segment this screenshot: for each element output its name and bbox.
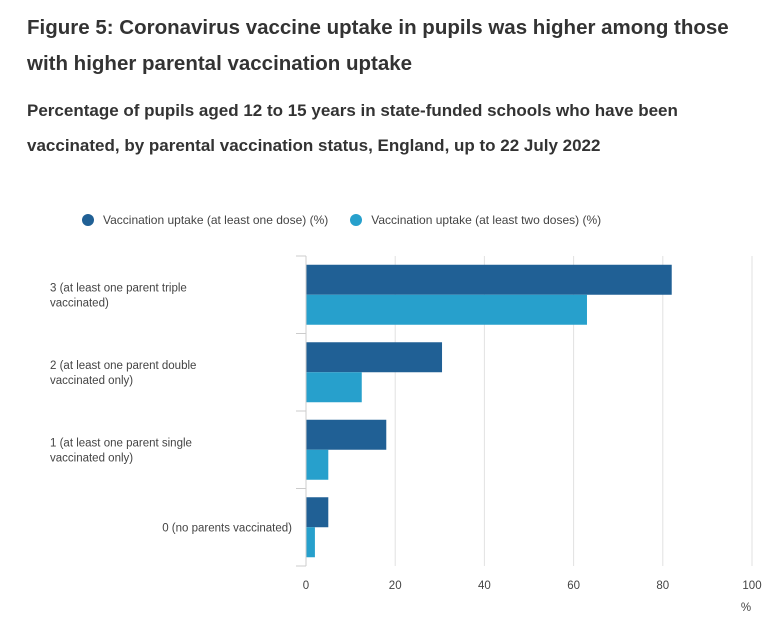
legend-item-two-doses: Vaccination uptake (at least two doses) … [350,213,601,227]
x-tick-label-20: 20 [389,580,402,592]
figure-title: Figure 5: Coronavirus vaccine uptake in … [27,16,729,75]
bar-one-dose-cat-1 [306,342,443,373]
legend-label-one-dose: Vaccination uptake (at least one dose) (… [103,213,329,227]
x-tick-label-0: 0 [303,580,309,592]
legend-swatch-two-doses [350,214,363,226]
bar-one-dose-cat-3 [306,497,329,528]
x-tick-label-80: 80 [656,580,669,592]
x-tick-label-40: 40 [478,580,491,592]
x-tick-label-60: 60 [567,580,580,592]
category-label-0: 3 (at least one parent triple vaccinated) [50,282,187,309]
legend-label-two-doses: Vaccination uptake (at least two doses) … [371,213,602,227]
chart-title: Percentage of pupils aged 12 to 15 years… [27,101,678,155]
chart-legend: Vaccination uptake (at least one dose) (… [82,210,623,230]
legend-item-one-dose: Vaccination uptake (at least one dose) (… [82,213,328,227]
legend-swatch-one-dose [82,214,94,226]
bar-one-dose-cat-0 [306,264,672,295]
category-label-2: 1 (at least one parent single vaccinated … [50,437,192,464]
category-label-3: 0 (no parents vaccinated) [162,522,292,534]
bar-two-doses-cat-0 [306,294,587,325]
x-axis-label: % [741,602,751,614]
bar-two-doses-cat-3 [306,527,315,558]
bar-two-doses-cat-2 [306,449,329,480]
x-tick-label-100: 100 [742,580,761,592]
bar-one-dose-cat-2 [306,419,387,450]
category-label-1: 2 (at least one parent double vaccinated … [50,360,196,387]
bar-two-doses-cat-1 [306,372,362,403]
